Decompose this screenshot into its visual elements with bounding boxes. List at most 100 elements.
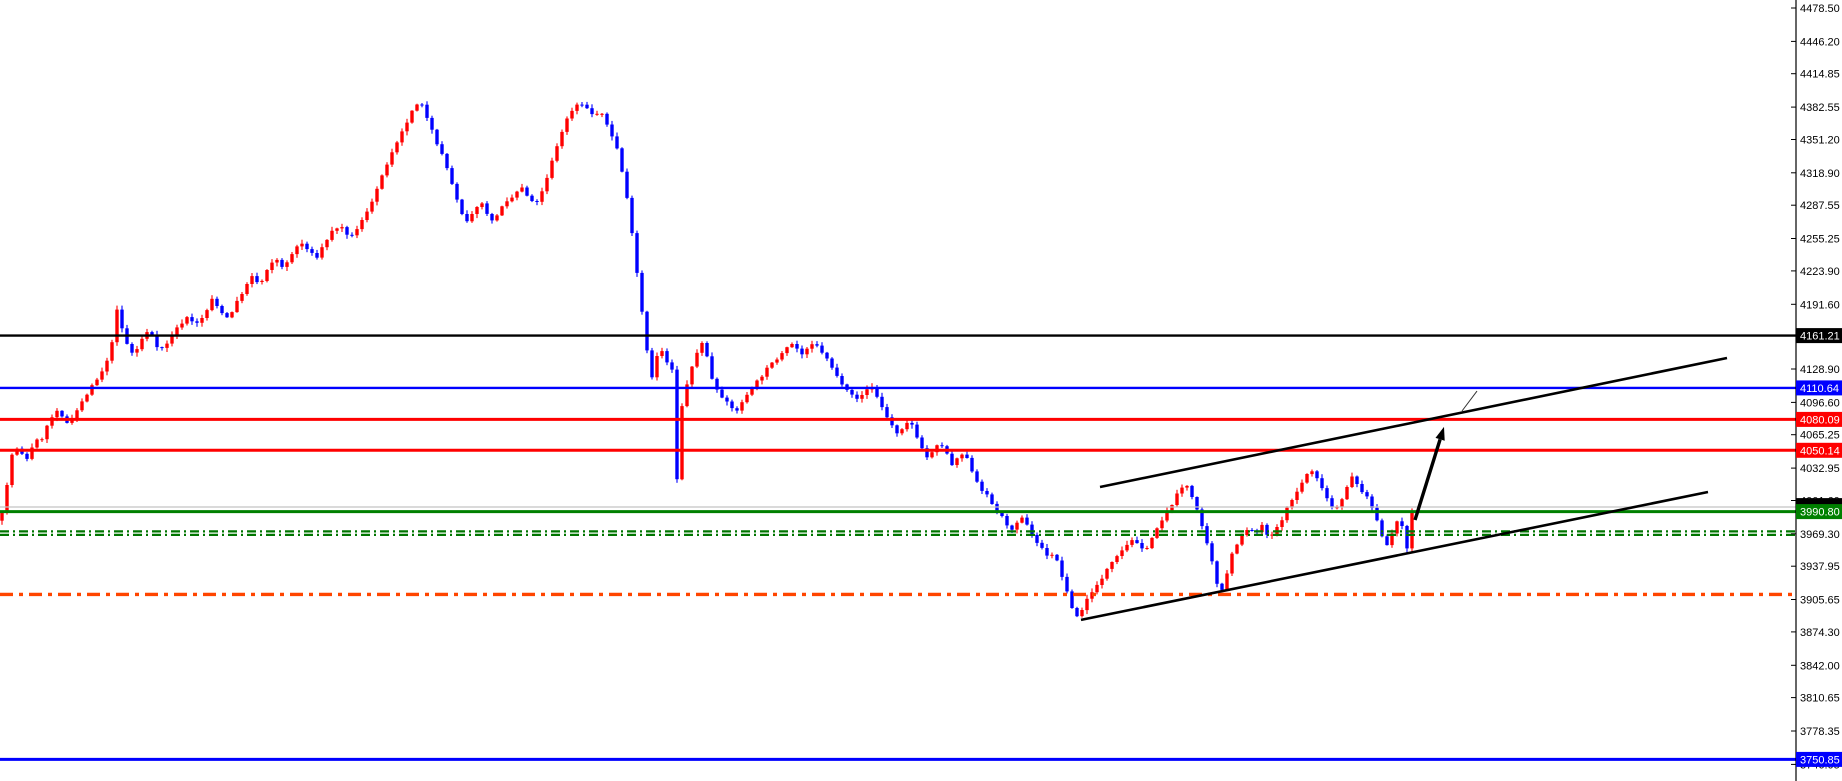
candle-body	[335, 228, 339, 231]
candle-body	[135, 349, 139, 353]
candle-body	[1170, 505, 1174, 511]
candle-body	[45, 425, 49, 440]
candle-body	[680, 406, 684, 480]
candle-body	[750, 388, 754, 395]
candle-body	[1235, 544, 1239, 554]
candle-body	[305, 243, 309, 250]
candle-body	[1410, 511, 1414, 549]
pointer-line[interactable]	[1461, 390, 1478, 412]
candle-body	[840, 376, 844, 385]
candle-body	[190, 317, 194, 322]
candle-body	[850, 389, 854, 395]
candle-body	[1005, 516, 1009, 526]
candle-body	[1140, 543, 1144, 549]
candle-body	[475, 207, 479, 214]
candle-body	[920, 437, 924, 449]
candle-body	[1095, 584, 1099, 593]
candle-body	[1165, 510, 1169, 521]
candle-body	[985, 491, 989, 495]
candle-body	[170, 335, 174, 344]
candle-body	[595, 113, 599, 115]
candle-body	[440, 144, 444, 154]
candle-body	[1220, 583, 1224, 590]
candle-body	[185, 317, 189, 324]
candle-body	[1015, 522, 1019, 530]
candle-body	[210, 298, 214, 311]
candle-body	[925, 448, 929, 458]
candle-body	[220, 306, 224, 314]
up-arrow-shaft[interactable]	[1413, 438, 1442, 521]
candle-body	[1245, 530, 1249, 536]
candle-body	[810, 344, 814, 349]
candle-body	[525, 187, 529, 196]
candle-body	[1115, 556, 1119, 562]
candle-body	[1380, 520, 1384, 537]
trendline[interactable]	[1099, 356, 1728, 489]
candle-body	[725, 397, 729, 402]
candle-body	[915, 424, 919, 438]
candle-body	[215, 298, 219, 306]
candle-body	[1280, 520, 1284, 527]
axis-tick-label: 3842.00	[1800, 660, 1840, 672]
candle-body	[860, 395, 864, 399]
candle-body	[1315, 471, 1319, 479]
candle-body	[275, 259, 279, 263]
price-level-label-box	[1796, 442, 1842, 458]
candle-body	[1105, 568, 1109, 579]
candle-body	[675, 369, 679, 480]
candle-body	[260, 280, 264, 282]
candle-body	[495, 215, 499, 221]
candle-body	[685, 384, 689, 407]
axis-tick-label: 4287.55	[1800, 200, 1840, 212]
candle-body	[1000, 511, 1004, 516]
candle-body	[1125, 544, 1129, 551]
candle-body	[1365, 492, 1369, 497]
candle-body	[300, 243, 304, 247]
price-level-label: 3990.80	[1800, 507, 1840, 519]
axis-tick-label: 3937.95	[1800, 561, 1840, 573]
axis-tick-label: 4191.60	[1800, 299, 1840, 311]
candle-body	[30, 447, 34, 459]
axis-tick-label: 4318.90	[1800, 168, 1840, 180]
price-level-label-box	[1796, 751, 1842, 767]
candle-body	[155, 334, 159, 348]
candle-body	[855, 394, 859, 399]
candle-body	[770, 362, 774, 368]
up-arrow-head[interactable]	[1435, 426, 1445, 441]
candle-body	[500, 206, 504, 216]
candle-body	[830, 358, 834, 368]
candle-body	[95, 379, 99, 386]
candle-body	[1385, 536, 1389, 546]
axis-tick-label: 3778.35	[1800, 726, 1840, 738]
candle-body	[1305, 474, 1309, 483]
axis-tick-label: 4255.25	[1800, 234, 1840, 246]
candle-body	[345, 227, 349, 235]
candle-body	[1360, 484, 1364, 493]
candle-body	[175, 327, 179, 336]
axis-tick-label: 4032.95	[1800, 463, 1840, 475]
candle-body	[110, 342, 114, 361]
candle-body	[360, 220, 364, 230]
candle-body	[465, 214, 469, 222]
candle-body	[180, 323, 184, 328]
candle-body	[1185, 485, 1189, 488]
candle-body	[865, 389, 869, 395]
candle-body	[165, 343, 169, 348]
candle-body	[1300, 482, 1304, 492]
candle-body	[550, 160, 554, 178]
candle-body	[820, 345, 824, 353]
candle-body	[1260, 524, 1264, 533]
candle-body	[40, 439, 44, 441]
candle-body	[55, 410, 59, 418]
candle-body	[975, 471, 979, 482]
trendline[interactable]	[1080, 490, 1709, 622]
candle-body	[435, 129, 439, 145]
candle-body	[520, 187, 524, 192]
candle-body	[405, 122, 409, 132]
candle-body	[600, 113, 604, 115]
candle-body	[340, 227, 344, 229]
candle-body	[430, 117, 434, 130]
candle-body	[265, 270, 269, 281]
price-axis[interactable]: 4478.50 4446.20 4414.85 4382.55 4351.20 4318.…	[1791, 0, 1842, 781]
